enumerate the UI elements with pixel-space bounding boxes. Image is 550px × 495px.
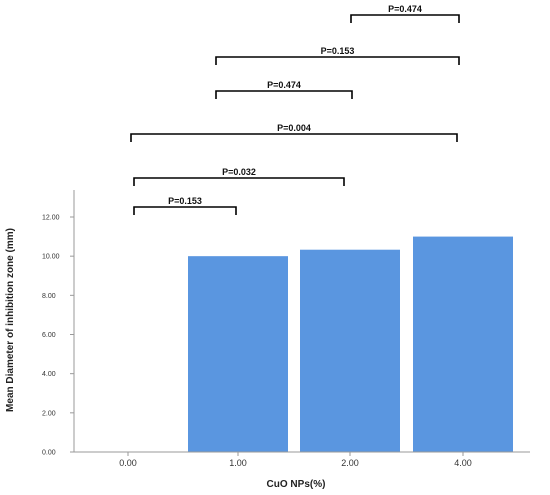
x-axis-label: CuO NPs(%)	[267, 479, 326, 490]
y-tick-label: 6.00	[42, 332, 56, 339]
x-tick-label: 2.00	[341, 458, 359, 468]
significance-bracket: P=0.474	[215, 80, 353, 99]
x-tick-label: 0.00	[119, 458, 137, 468]
bracket-line	[133, 177, 345, 186]
significance-bracket: P=0.153	[215, 46, 460, 65]
x-axis: 0.00 1.00 2.00 4.00	[74, 451, 530, 468]
p-value-label: P=0.474	[267, 80, 301, 90]
y-tick-label: 2.00	[42, 410, 56, 417]
y-axis-label: Mean Diameter of inhibition zone (mm)	[5, 228, 16, 412]
y-tick-label: 12.00	[42, 215, 60, 222]
significance-brackets: P=0.153 P=0.032 P=0.004 P=0.474 P=0.153 P=0.4…	[130, 4, 460, 215]
significance-bracket: P=0.004	[130, 123, 458, 142]
significance-bracket: P=0.032	[133, 167, 345, 186]
p-value-label: P=0.474	[388, 4, 422, 14]
p-value-label: P=0.004	[277, 123, 311, 133]
bracket-line	[133, 206, 237, 215]
bar	[188, 256, 288, 452]
x-tick-label: 1.00	[229, 458, 247, 468]
bracket-line	[130, 133, 458, 142]
bracket-line	[215, 56, 460, 65]
significance-bracket: P=0.153	[133, 196, 237, 215]
bar	[300, 249, 400, 452]
bar	[413, 236, 513, 452]
significance-bracket: P=0.474	[350, 4, 460, 23]
y-axis: 0.00 2.00 4.00 6.00 8.00 10.00 12.00	[42, 190, 75, 457]
y-tick-label: 0.00	[42, 450, 56, 457]
y-tick-label: 4.00	[42, 371, 56, 378]
p-value-label: P=0.153	[321, 46, 355, 56]
p-value-label: P=0.153	[168, 196, 202, 206]
bars	[188, 236, 513, 452]
y-tick-label: 8.00	[42, 293, 56, 300]
x-tick-label: 4.00	[454, 458, 472, 468]
bracket-line	[215, 90, 353, 99]
y-tick-label: 10.00	[42, 254, 60, 261]
bracket-line	[350, 14, 460, 23]
p-value-label: P=0.032	[222, 167, 256, 177]
